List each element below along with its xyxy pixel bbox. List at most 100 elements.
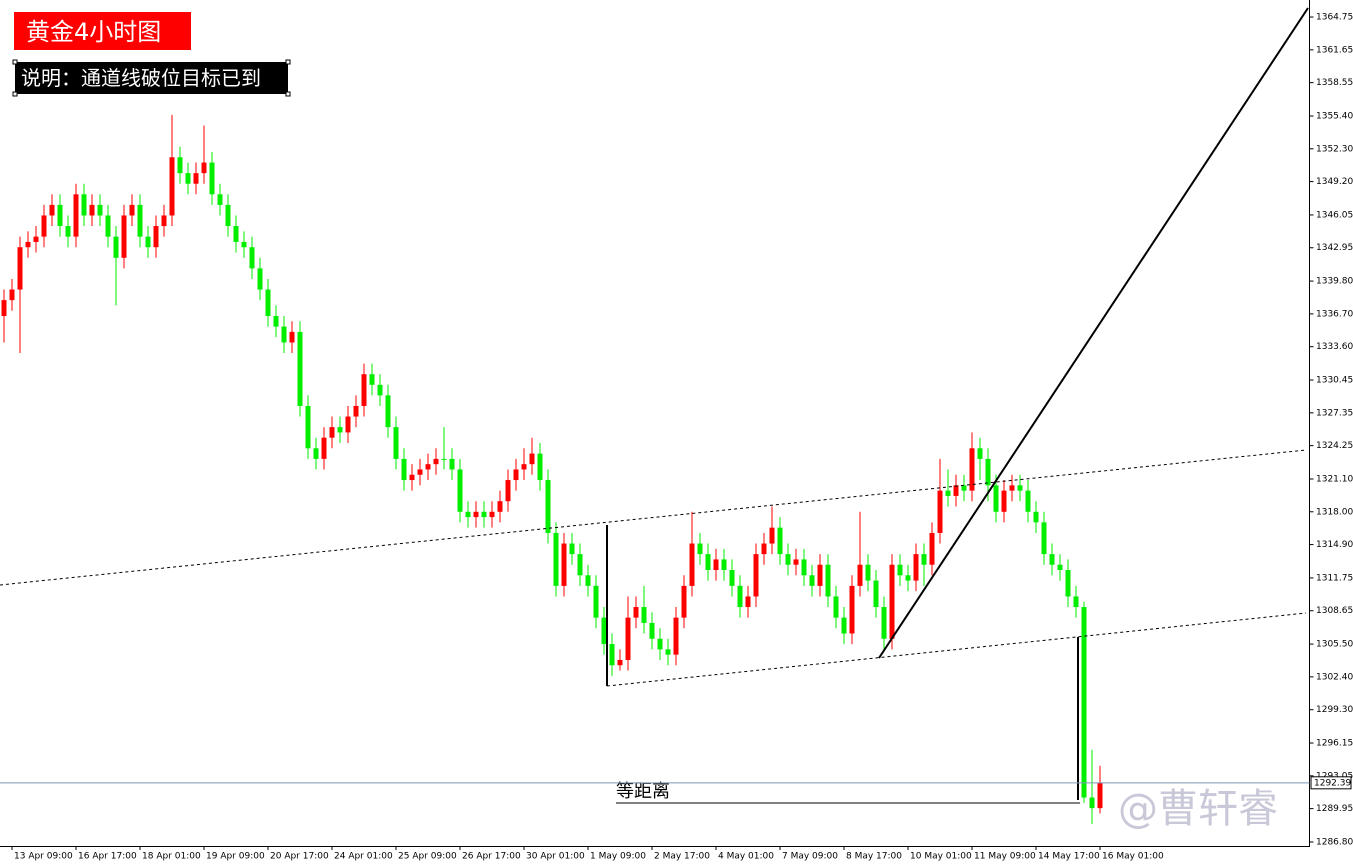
candle-body bbox=[953, 485, 959, 496]
candle-body bbox=[33, 236, 39, 242]
candle-body bbox=[713, 559, 719, 570]
candle-body bbox=[753, 554, 759, 597]
candle-body bbox=[945, 490, 951, 496]
candle-body bbox=[833, 596, 839, 618]
candle-body bbox=[425, 464, 431, 470]
candle-body bbox=[193, 173, 199, 184]
candle-body bbox=[905, 575, 911, 581]
candle-body bbox=[1081, 607, 1087, 798]
handle bbox=[12, 59, 18, 65]
candle-body bbox=[729, 569, 735, 586]
y-tick-label: 1299.30 bbox=[1316, 705, 1353, 715]
candle-body bbox=[705, 554, 711, 570]
candle-body bbox=[625, 617, 631, 660]
candle-body bbox=[545, 480, 551, 533]
candle-body bbox=[257, 268, 263, 290]
x-tick-label: 19 Apr 09:00 bbox=[206, 852, 265, 862]
candle-body bbox=[57, 204, 63, 227]
candle-body bbox=[793, 559, 799, 565]
candle-body bbox=[561, 543, 567, 586]
candle-body bbox=[73, 194, 79, 237]
candle-body bbox=[1049, 554, 1055, 565]
candle-body bbox=[1017, 485, 1023, 491]
candle-body bbox=[873, 580, 879, 608]
handle bbox=[12, 91, 18, 97]
candle-body bbox=[369, 374, 375, 385]
candle-body bbox=[241, 241, 247, 248]
x-tick-label: 24 Apr 01:00 bbox=[334, 852, 393, 862]
candle-body bbox=[857, 564, 863, 586]
y-tick-label: 1342.95 bbox=[1316, 243, 1353, 253]
x-tick-label: 18 Apr 01:00 bbox=[142, 852, 201, 862]
candle-body bbox=[881, 607, 887, 639]
x-tick-label: 10 May 01:00 bbox=[910, 852, 972, 862]
candle-body bbox=[969, 448, 975, 491]
candle-body bbox=[113, 236, 119, 258]
candle-body bbox=[449, 458, 455, 470]
candle-body bbox=[785, 554, 791, 565]
x-tick-label: 7 May 09:00 bbox=[782, 852, 838, 862]
y-tick-label: 1296.15 bbox=[1316, 739, 1353, 749]
x-tick-label: 13 Apr 09:00 bbox=[14, 852, 73, 862]
price-box bbox=[1310, 776, 1352, 790]
candle-body bbox=[529, 453, 535, 465]
candle-body bbox=[513, 469, 519, 481]
candle-body bbox=[641, 607, 647, 623]
candle-body bbox=[433, 458, 439, 465]
candle-body bbox=[505, 480, 511, 502]
candle-body bbox=[617, 659, 623, 666]
y-tick-label: 1314.90 bbox=[1316, 540, 1353, 550]
candle-body bbox=[1009, 485, 1015, 491]
candle-body bbox=[817, 564, 823, 586]
y-tick-label: 1308.65 bbox=[1316, 606, 1353, 616]
candle-body bbox=[209, 162, 215, 195]
y-tick-label: 1321.10 bbox=[1316, 474, 1353, 484]
candle-body bbox=[1065, 569, 1071, 597]
candle-body bbox=[769, 527, 775, 544]
candle-body bbox=[345, 416, 351, 433]
candle-body bbox=[481, 511, 487, 518]
x-tick-label: 4 May 01:00 bbox=[718, 852, 774, 862]
candle-body bbox=[49, 204, 55, 216]
candle-body bbox=[169, 157, 175, 216]
candle-body bbox=[921, 554, 927, 565]
y-tick-label: 1305.50 bbox=[1316, 640, 1353, 650]
candle-body bbox=[233, 226, 239, 242]
candle-body bbox=[337, 427, 343, 433]
candle-body bbox=[649, 622, 655, 639]
candle-body bbox=[913, 554, 919, 581]
channel-upper bbox=[0, 449, 1307, 586]
candle-body bbox=[569, 543, 575, 555]
candle-body bbox=[721, 559, 727, 570]
chart-title: 黄金4小时图 bbox=[26, 18, 161, 46]
candle-body bbox=[121, 215, 127, 258]
candle-body bbox=[737, 585, 743, 608]
candle-body bbox=[977, 448, 983, 459]
x-tick-label: 8 May 17:00 bbox=[846, 852, 902, 862]
candle-body bbox=[281, 326, 287, 343]
candle-body bbox=[249, 247, 255, 269]
candle-body bbox=[585, 575, 591, 586]
candle-body bbox=[161, 215, 167, 227]
y-tick-label: 1349.20 bbox=[1316, 177, 1353, 187]
candle-body bbox=[841, 617, 847, 634]
candle-body bbox=[897, 564, 903, 576]
candle-body bbox=[657, 638, 663, 650]
candle-body bbox=[961, 485, 967, 491]
candle-body bbox=[65, 226, 71, 237]
x-tick-label: 14 May 17:00 bbox=[1038, 852, 1100, 862]
candle-body bbox=[1041, 522, 1047, 555]
subtitle-box bbox=[15, 62, 288, 94]
candle-body bbox=[1, 300, 7, 317]
plot bbox=[1, 114, 1103, 824]
candle-body bbox=[553, 532, 559, 586]
x-tick-label: 20 Apr 17:00 bbox=[270, 852, 329, 862]
y-tick-label: 1364.75 bbox=[1316, 13, 1353, 23]
candle-body bbox=[473, 511, 479, 518]
x-tick-label: 1 May 09:00 bbox=[590, 852, 646, 862]
candle-body bbox=[761, 543, 767, 555]
title-box bbox=[14, 12, 191, 50]
